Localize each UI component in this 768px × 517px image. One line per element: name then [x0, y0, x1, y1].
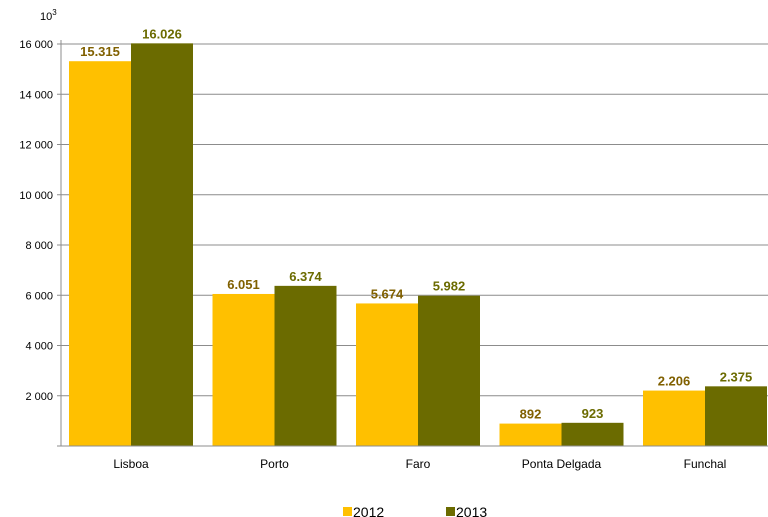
bar-2013-faro	[418, 295, 480, 446]
x-category-label: Ponta Delgada	[522, 457, 602, 471]
data-label: 6.051	[227, 277, 260, 292]
y-tick-label: 16 000	[19, 39, 53, 51]
x-category-label: Lisboa	[113, 457, 149, 471]
data-label: 5.674	[371, 286, 404, 301]
bar-2013-lisboa	[131, 43, 193, 447]
x-category-label: Faro	[406, 457, 431, 471]
y-unit-label: 103	[40, 8, 57, 23]
legend-swatch-2012	[343, 507, 352, 516]
bar-2013-funchal	[705, 386, 767, 446]
legend-swatch-2013	[446, 507, 455, 516]
bars	[69, 43, 767, 447]
y-tick-label: 12 000	[19, 140, 53, 152]
y-tick-label: 10 000	[19, 190, 53, 202]
data-labels: 15.315 16.026 6.051 6.374 5.674 5.982 892 923 2.…	[80, 26, 752, 421]
legend: 2012 2013	[343, 504, 487, 517]
x-category-label: Funchal	[684, 457, 727, 471]
legend-label-2013: 2013	[456, 504, 487, 517]
y-unit-base: 10	[40, 11, 52, 23]
bar-2013-ponta-delgada	[561, 422, 624, 446]
data-label: 892	[520, 407, 542, 422]
data-label: 2.375	[720, 369, 753, 384]
bar-2012-lisboa	[69, 61, 131, 446]
y-tick-label: 2 000	[25, 391, 53, 403]
data-label: 5.982	[433, 279, 466, 294]
y-unit-exponent: 3	[52, 8, 57, 17]
y-axis: 2 000 4 000 6 000 8 000 10 000 12 000 14 000 16…	[19, 39, 62, 446]
bar-2013-porto	[274, 285, 337, 446]
y-tick-label: 6 000	[25, 290, 53, 302]
data-label: 6.374	[289, 269, 322, 284]
y-tick-label: 14 000	[19, 89, 53, 101]
legend-label-2012: 2012	[353, 504, 384, 517]
y-tick-label: 4 000	[25, 341, 53, 353]
x-axis: Lisboa Porto Faro Ponta Delgada Funchal	[57, 445, 768, 471]
data-label: 16.026	[142, 26, 182, 41]
bar-2012-funchal	[643, 390, 705, 446]
y-tick-label: 8 000	[25, 240, 53, 252]
data-label: 15.315	[80, 44, 120, 59]
x-category-label: Porto	[260, 457, 289, 471]
bar-2012-ponta-delgada	[499, 423, 562, 446]
bar-2012-porto	[212, 293, 275, 446]
data-label: 2.206	[658, 374, 691, 389]
bar-2012-faro	[356, 303, 418, 446]
data-label: 923	[582, 406, 604, 421]
